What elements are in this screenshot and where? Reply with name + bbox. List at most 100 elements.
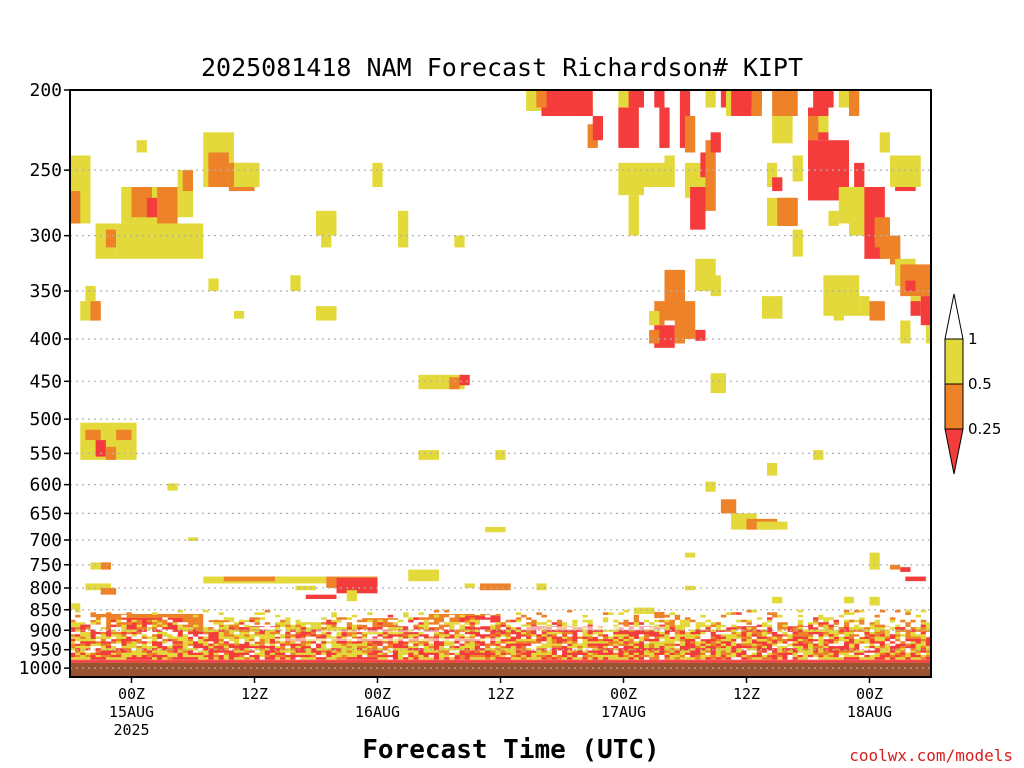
boundary-layer-speck [777, 650, 783, 653]
boundary-layer-speck [638, 617, 645, 620]
boundary-layer-speck [141, 650, 148, 653]
boundary-layer-speck [767, 650, 773, 653]
boundary-layer-speck [741, 643, 747, 647]
heatmap-cell [85, 285, 96, 302]
boundary-layer-speck [269, 657, 276, 660]
heatmap-cell [480, 583, 511, 591]
boundary-layer-speck [751, 650, 758, 653]
boundary-layer-speck [121, 634, 127, 637]
boundary-layer-speck [433, 643, 440, 647]
boundary-layer-speck [480, 634, 486, 637]
boundary-layer-speck [587, 652, 594, 656]
boundary-layer-speck [152, 650, 158, 653]
boundary-layer-speck [890, 636, 896, 640]
heatmap-cell [592, 115, 603, 141]
boundary-layer-speck [505, 634, 512, 637]
boundary-layer-speck [449, 609, 455, 613]
boundary-layer-speck [341, 657, 348, 660]
boundary-layer-speck [900, 641, 906, 644]
boundary-layer-speck [849, 636, 855, 640]
boundary-layer-speck [767, 619, 773, 623]
heatmap-cell [336, 577, 378, 594]
boundary-layer-speck [444, 627, 450, 630]
boundary-layer-speck [505, 650, 512, 653]
boundary-layer-speck [449, 654, 455, 658]
boundary-layer-speck [121, 638, 127, 642]
boundary-layer-speck [608, 654, 614, 658]
boundary-layer-speck [925, 643, 932, 647]
boundary-layer-speck [546, 654, 553, 658]
boundary-layer-speck [269, 648, 276, 651]
boundary-layer-speck [485, 648, 491, 651]
heatmap-cell [454, 235, 465, 248]
boundary-layer-speck [454, 636, 460, 640]
boundary-layer-speck [664, 619, 670, 623]
boundary-layer-speck [141, 654, 148, 658]
heatmap-cell [321, 235, 332, 248]
heatmap-cell [536, 583, 547, 591]
boundary-layer-speck [890, 643, 896, 647]
boundary-layer-speck [669, 643, 676, 647]
boundary-layer-speck [136, 619, 143, 623]
boundary-layer-speck [500, 645, 506, 649]
boundary-layer-speck [536, 634, 542, 637]
boundary-layer-speck [357, 634, 363, 637]
boundary-layer-speck [136, 641, 143, 644]
boundary-layer-speck [413, 636, 419, 640]
boundary-layer-speck [772, 631, 778, 635]
boundary-layer-speck [531, 641, 537, 644]
boundary-layer-speck [618, 652, 624, 656]
boundary-layer-speck [495, 645, 501, 649]
boundary-layer-speck [592, 643, 599, 647]
boundary-layer-speck [741, 645, 747, 649]
boundary-layer-speck [900, 654, 906, 658]
boundary-layer-speck [843, 612, 850, 615]
boundary-layer-speck [100, 631, 107, 635]
boundary-layer-speck [649, 654, 655, 658]
boundary-layer-speck [838, 643, 845, 647]
boundary-layer-speck [674, 645, 681, 649]
boundary-layer-speck [300, 657, 307, 660]
boundary-layer-speck [398, 619, 404, 623]
boundary-layer-speck [259, 650, 266, 653]
boundary-layer-speck [346, 645, 353, 649]
boundary-layer-speck [823, 657, 829, 660]
boundary-layer-speck [280, 648, 286, 651]
boundary-layer-speck [136, 652, 143, 656]
boundary-layer-speck [521, 641, 527, 644]
boundary-layer-speck [736, 641, 742, 644]
boundary-layer-speck [469, 636, 476, 640]
boundary-layer-speck [454, 627, 460, 630]
boundary-layer-speck [392, 650, 399, 653]
boundary-layer-speck [731, 648, 737, 651]
boundary-layer-speck [203, 622, 209, 625]
boundary-layer-speck [372, 654, 378, 658]
boundary-layer-speck [572, 622, 578, 625]
heatmap-cell [95, 440, 106, 457]
heatmap-cell [869, 301, 885, 321]
boundary-layer-speck [346, 652, 353, 656]
boundary-layer-speck [843, 634, 850, 637]
boundary-layer-speck [428, 654, 435, 658]
boundary-layer-speck [152, 657, 158, 660]
boundary-layer-speck [75, 654, 81, 658]
boundary-layer-speck [387, 631, 394, 635]
boundary-layer-speck [715, 654, 722, 658]
boundary-layer-speck [613, 624, 619, 628]
boundary-layer-speck [408, 650, 414, 653]
boundary-layer-speck [649, 652, 655, 656]
boundary-layer-speck [900, 636, 906, 640]
x-axis-label: Forecast Time (UTC) [362, 735, 659, 765]
boundary-layer-speck [111, 622, 117, 625]
boundary-layer-speck [459, 648, 465, 651]
boundary-layer-speck [80, 641, 86, 644]
boundary-layer-speck [464, 636, 471, 640]
boundary-layer-speck [674, 609, 681, 613]
boundary-layer-speck [305, 652, 312, 656]
boundary-layer-speck [910, 652, 916, 656]
boundary-layer-speck [761, 645, 768, 649]
boundary-layer-speck [116, 652, 122, 656]
boundary-layer-speck [152, 631, 158, 635]
boundary-layer-speck [603, 641, 609, 644]
boundary-layer-speck [331, 654, 337, 658]
